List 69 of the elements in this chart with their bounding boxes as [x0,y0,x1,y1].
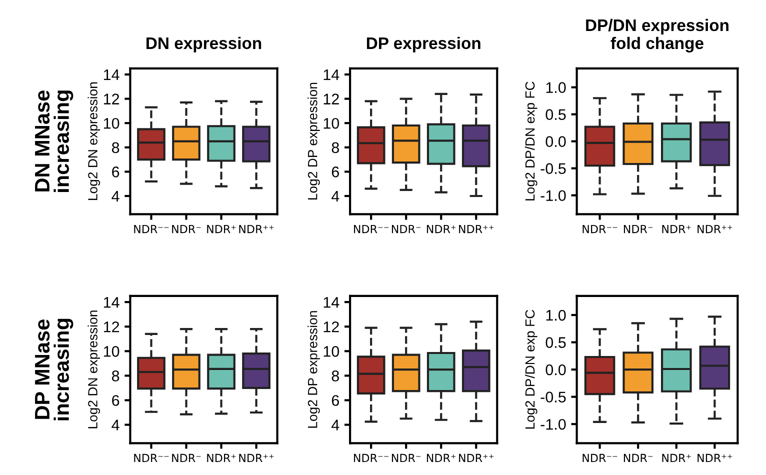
y-axis-title: Log2 DN expression [88,82,100,200]
x-tick-label: NDR⁺⁺ [698,224,732,234]
x-tick-label: NDR⁺⁺ [239,224,274,234]
y-tick-label: 4 [332,420,340,430]
y-tick-label: -0.5 [540,163,566,174]
y-tick-label: 10 [324,118,340,129]
x-tick-label: NDR⁻⁻ [134,224,169,234]
x-tick-label: NDR⁺ [662,224,691,234]
y-tick-label: 14 [324,70,340,80]
y-axis-title: Log2 DP expression [308,82,320,200]
x-tick-label: NDR⁻ [624,454,653,462]
x-tick-label: NDR⁻⁻ [134,454,169,462]
x-tick-label: NDR⁻ [624,224,653,234]
y-tick-label: 4 [112,420,120,430]
y-tick-label: 0.5 [546,109,566,120]
y-tick-label: 8 [112,370,120,382]
text: DP MNase increasing [35,318,74,420]
y-axis-title: Log2 DP expression [308,311,320,428]
y-tick-label: 14 [104,70,120,80]
y-tick-label: 1.0 [546,310,566,321]
y-tick-label: 12 [324,94,339,104]
y-tick-label: 0.0 [546,364,566,376]
x-tick-label: NDR⁻⁻ [354,454,388,462]
y-tick-label: 10 [104,118,120,129]
y-tick-label: -1.0 [540,190,566,202]
x-tick-label: NDR⁺ [426,454,456,462]
y-axis-title: Log2 DN expression [88,310,100,428]
y-axis-title: Log2 DP/DN exp FC [524,82,538,200]
y-tick-label: 8 [332,142,339,154]
y-axis-title: Log2 DP/DN exp FC [524,310,538,429]
y-tick-label: 6 [332,395,339,406]
x-tick-label: NDR⁺⁺ [698,454,732,462]
y-tick-label: 6 [112,166,120,178]
y-tick-label: 14 [104,297,120,308]
y-tick-label: 12 [104,94,120,104]
x-tick-label: NDR⁺ [207,454,236,462]
x-tick-label: NDR⁺ [207,224,236,234]
y-tick-label: 6 [112,395,120,406]
y-tick-label: 0.5 [546,337,566,348]
y-tick-label: 8 [112,142,120,154]
x-tick-label: NDR⁺ [662,454,691,462]
chart-title: DP/DN expression fold change [586,18,728,52]
y-tick-label: -1.0 [540,418,566,430]
x-tick-label: NDR⁻ [172,224,201,234]
x-tick-label: NDR⁻⁻ [582,224,618,234]
x-tick-label: NDR⁻⁻ [582,454,618,462]
y-tick-label: 12 [104,321,120,332]
x-tick-label: NDR⁺ [426,224,456,234]
y-tick-label: 4 [112,191,120,202]
y-tick-label: 0.0 [546,136,566,147]
x-tick-label: NDR⁺⁺ [459,224,494,234]
x-tick-label: NDR⁻⁻ [354,224,388,234]
chart-title: DP expression [366,36,480,52]
y-tick-label: 10 [104,346,120,357]
y-tick-label: 6 [332,166,339,178]
y-tick-label: 10 [324,346,340,357]
y-tick-label: 12 [324,321,339,332]
y-tick-label: 8 [332,370,339,382]
x-tick-label: NDR⁻ [172,454,201,462]
x-tick-label: NDR⁺⁺ [459,454,494,462]
x-tick-label: NDR⁺⁺ [239,454,274,462]
y-tick-label: -0.5 [540,392,566,403]
chart-title: DN expression [146,36,262,52]
x-tick-label: NDR⁻ [392,224,421,234]
y-tick-label: 14 [324,297,340,308]
y-tick-label: 1.0 [546,82,566,93]
x-tick-label: NDR⁻ [392,454,421,462]
text: DN MNase increasing [35,90,74,192]
y-tick-label: 4 [332,191,340,202]
